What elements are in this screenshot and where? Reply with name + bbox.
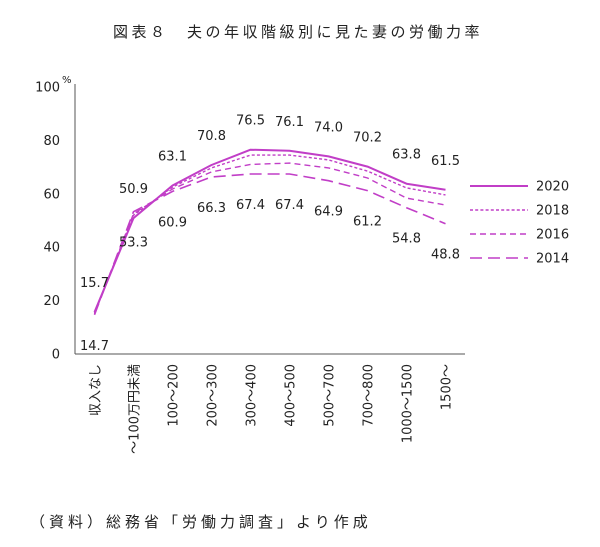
legend-label: 2014 bbox=[536, 252, 569, 267]
data-label: 63.1 bbox=[158, 150, 187, 165]
y-tick-label: 0 bbox=[52, 348, 60, 363]
data-label: 60.9 bbox=[158, 215, 187, 230]
source-note: （資料）総務省「労働力調査」より作成 bbox=[30, 513, 372, 531]
x-tick-label: 700～800 bbox=[362, 364, 377, 427]
y-tick-label: 60 bbox=[43, 187, 60, 202]
data-labels: 15.7 50.9 63.1 70.8 76.5 76.1 74.0 70.2 63.8 61.5… bbox=[80, 114, 460, 354]
y-unit-label: % bbox=[62, 75, 72, 86]
series-line-2018 bbox=[93, 154, 446, 314]
x-tick-label: 200～300 bbox=[206, 364, 221, 427]
data-label: 74.0 bbox=[314, 120, 343, 135]
legend-label: 2020 bbox=[536, 180, 569, 195]
data-label: 67.4 bbox=[236, 198, 265, 213]
data-label: 50.9 bbox=[119, 182, 148, 197]
legend: 2020 2018 2016 2014 bbox=[470, 180, 569, 267]
data-label: 15.7 bbox=[80, 276, 109, 291]
data-label: 76.1 bbox=[275, 115, 304, 130]
x-tick-label: 400～500 bbox=[284, 364, 299, 427]
y-tick-label: 80 bbox=[43, 134, 60, 149]
x-tick-label: 500～700 bbox=[323, 364, 338, 427]
data-label: 64.9 bbox=[314, 205, 343, 220]
x-tick-label: 1000～1500 bbox=[401, 364, 416, 443]
data-label: 48.8 bbox=[431, 248, 460, 263]
data-label: 54.8 bbox=[392, 232, 421, 247]
data-label: 63.8 bbox=[392, 148, 421, 163]
x-tick-label: 収入なし bbox=[89, 364, 104, 416]
x-tick-label: ～100万円未満 bbox=[128, 364, 143, 454]
y-tick-label: 100 bbox=[35, 81, 60, 96]
data-label: 66.3 bbox=[197, 201, 226, 216]
x-tick-label: 100～200 bbox=[167, 364, 182, 427]
legend-item: 2016 bbox=[470, 228, 569, 243]
y-tick-label: 40 bbox=[43, 241, 60, 256]
data-label: 53.3 bbox=[119, 236, 148, 251]
data-label: 76.5 bbox=[236, 114, 265, 129]
legend-item: 2018 bbox=[470, 204, 569, 219]
y-tick-label: 20 bbox=[43, 294, 60, 309]
x-tick-label: 1500～ bbox=[440, 364, 455, 410]
x-tick-label: 300～400 bbox=[245, 364, 260, 427]
data-label: 67.4 bbox=[275, 198, 304, 213]
data-label: 61.2 bbox=[353, 215, 382, 230]
chart-title: 図表８ 夫の年収階級別に見た妻の労働力率 bbox=[113, 23, 483, 41]
legend-item: 2020 bbox=[470, 180, 569, 195]
legend-label: 2016 bbox=[536, 228, 569, 243]
data-label: 14.7 bbox=[80, 339, 109, 354]
data-label: 61.5 bbox=[431, 154, 460, 169]
legend-item: 2014 bbox=[470, 252, 569, 267]
data-label: 70.8 bbox=[197, 129, 226, 144]
data-label: 70.2 bbox=[353, 131, 382, 146]
series-line-2014 bbox=[93, 173, 446, 316]
legend-label: 2018 bbox=[536, 204, 569, 219]
plot-area: 0 20 40 60 80 100 収入なし ～100万円未満 100～200 200～300 30… bbox=[35, 81, 465, 454]
